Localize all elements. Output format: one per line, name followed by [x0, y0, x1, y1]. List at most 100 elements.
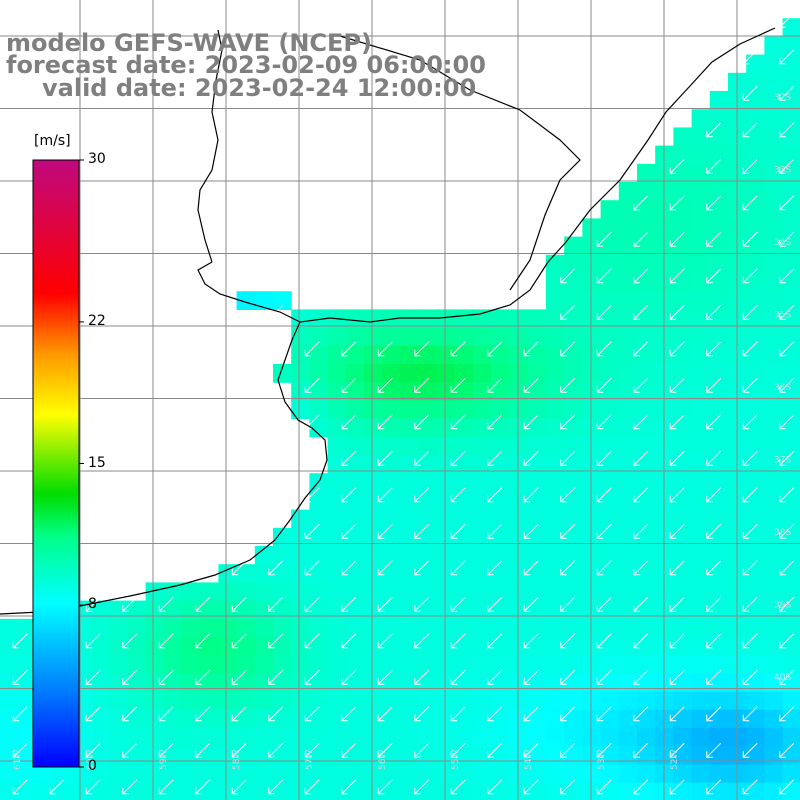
wind-speed-cell [491, 436, 511, 456]
wind-speed-cell [436, 582, 456, 602]
wind-arrow [377, 596, 393, 612]
wind-speed-cell [400, 764, 420, 784]
wind-speed-cell [327, 618, 347, 638]
wind-arrow [742, 523, 758, 539]
wind-speed-cell [254, 782, 274, 800]
wind-speed-cell [345, 673, 365, 693]
wind-arrow [377, 377, 393, 393]
wind-speed-cell [418, 364, 438, 383]
wind-speed-cell [655, 728, 674, 747]
wind-arrow [523, 669, 539, 685]
wind-speed-cell [473, 764, 492, 784]
wind-speed-cell [145, 673, 165, 693]
wind-arrow [596, 341, 612, 357]
wind-arrow [706, 122, 722, 138]
wind-arrow [341, 377, 357, 393]
wind-speed-cell [418, 400, 438, 420]
wind-arrow [487, 560, 503, 576]
wind-arrow [523, 377, 539, 393]
wind-speed-cell [618, 309, 638, 329]
wind-speed-cell [309, 382, 329, 401]
wind-speed-cell [18, 709, 37, 729]
wind-speed-cell [527, 345, 547, 365]
wind-speed-cell [54, 782, 74, 800]
wind-speed-cell [455, 418, 474, 438]
wind-speed-cell [673, 200, 693, 219]
wind-speed-cell [509, 673, 529, 693]
wind-speed-cell [109, 618, 128, 638]
wind-speed-cell [709, 546, 729, 565]
wind-speed-cell [400, 655, 420, 674]
wind-arrow [487, 742, 503, 758]
wind-speed-cell [345, 600, 365, 620]
wind-speed-cell [782, 436, 800, 456]
wind-speed-cell [254, 600, 274, 620]
wind-speed-cell [364, 618, 383, 638]
wind-arrow [706, 450, 722, 466]
wind-speed-cell [382, 655, 401, 674]
wind-arrow [231, 596, 247, 612]
colorbar-tick-label: 30 [88, 151, 106, 167]
wind-speed-cell [127, 655, 147, 674]
wind-speed-cell [509, 546, 529, 565]
wind-speed-cell [655, 582, 674, 602]
wind-speed-cell [746, 182, 765, 201]
lat-label: 36S [774, 383, 791, 393]
wind-speed-cell [527, 400, 547, 420]
wind-speed-cell [709, 364, 729, 383]
wind-speed-cell [382, 546, 401, 565]
wind-speed-cell [436, 673, 456, 693]
wind-speed-cell [782, 291, 800, 310]
wind-speed-cell [709, 91, 729, 110]
wind-speed-cell [546, 655, 565, 674]
wind-speed-cell [600, 309, 620, 329]
wind-speed-cell [655, 254, 674, 274]
wind-speed-cell [218, 582, 238, 602]
wind-speed-cell [418, 782, 438, 800]
wind-speed-cell [546, 600, 565, 620]
wind-speed-cell [91, 746, 110, 765]
wind-speed-cell [491, 582, 511, 602]
wind-speed-cell [455, 509, 474, 529]
wind-speed-cell [400, 436, 420, 456]
wind-arrow [450, 633, 466, 649]
wind-speed-cell [764, 72, 784, 92]
wind-speed-cell [364, 345, 383, 365]
wind-speed-cell [491, 327, 511, 347]
wind-speed-cell [473, 327, 492, 347]
wind-speed-cell [600, 218, 620, 238]
wind-speed-cell [345, 382, 365, 401]
wind-speed-cell [309, 637, 329, 656]
wind-speed-cell [455, 382, 474, 401]
wind-speed-cell [509, 418, 529, 438]
wind-speed-cell [564, 600, 583, 620]
wind-speed-cell [455, 618, 474, 638]
wind-speed-cell [582, 728, 602, 747]
wind-speed-cell [764, 309, 784, 329]
wind-speed-cell [746, 273, 765, 292]
wind-speed-cell [527, 582, 547, 602]
wind-speed-cell [618, 509, 638, 529]
wind-arrow [779, 49, 795, 65]
wind-speed-cell [527, 637, 547, 656]
wind-speed-cell [327, 400, 347, 420]
wind-speed-cell [600, 691, 620, 711]
wind-speed-cell [764, 673, 784, 693]
wind-speed-cell [582, 527, 602, 547]
wind-arrow [669, 487, 685, 503]
wind-speed-cell [509, 764, 529, 784]
lat-label: 33S [774, 166, 791, 176]
wind-arrow [341, 633, 357, 649]
wind-arrow [450, 779, 466, 795]
wind-speed-cell [691, 273, 711, 292]
wind-speed-cell [218, 764, 238, 784]
wind-arrow [669, 158, 685, 174]
wind-arrow [12, 633, 28, 649]
wind-speed-cell [382, 582, 401, 602]
wind-speed-cell [182, 782, 201, 800]
wind-speed-cell [254, 691, 274, 711]
wind-speed-cell [691, 600, 711, 620]
wind-speed-cell [618, 709, 638, 729]
wind-arrow [304, 377, 320, 393]
wind-speed-cell [564, 345, 583, 365]
